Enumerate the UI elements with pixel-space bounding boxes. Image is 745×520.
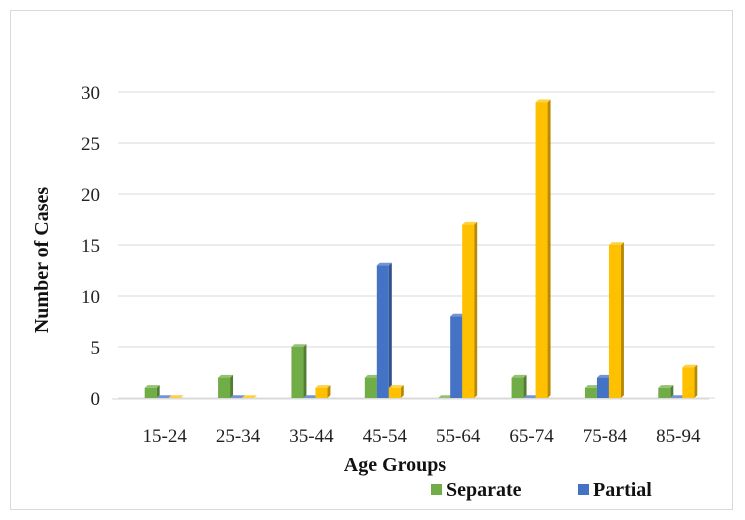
bar	[388, 385, 404, 398]
legend-label: Partial	[593, 479, 652, 501]
bar-top	[315, 385, 331, 388]
bar-side	[303, 344, 307, 398]
bar-top	[682, 364, 698, 368]
bar	[523, 395, 539, 398]
y-tick-label: 0	[91, 389, 101, 410]
bar-top	[523, 395, 539, 398]
bar-top	[658, 385, 674, 388]
bar-front	[682, 367, 695, 398]
bar	[291, 344, 307, 398]
bar	[682, 364, 698, 398]
x-tick-label: 55-64	[436, 426, 481, 447]
bar-front	[511, 377, 524, 398]
x-tick-label: 25-34	[216, 426, 261, 447]
bar-front	[376, 265, 389, 398]
bar	[156, 395, 172, 398]
bar	[535, 99, 551, 398]
bar-top	[388, 385, 404, 388]
y-tick-label: 15	[81, 236, 100, 257]
bar-side	[547, 99, 551, 398]
bar-front	[596, 377, 609, 398]
x-tick-label: 45-54	[363, 426, 408, 447]
bar-top	[608, 242, 624, 245]
bar-top	[450, 313, 466, 317]
legend-swatch	[431, 484, 442, 495]
y-axis-title: Number of Cases	[31, 187, 53, 334]
gridlines	[112, 91, 715, 400]
bar-front	[364, 377, 377, 398]
y-tick-label: 5	[91, 338, 101, 359]
bar-front	[462, 224, 475, 398]
bar-front	[291, 347, 304, 398]
bar	[303, 395, 319, 398]
bar-top	[438, 395, 454, 398]
bar-front	[218, 377, 231, 398]
bar-front	[144, 387, 157, 398]
bar-series	[144, 99, 698, 398]
bar	[230, 395, 246, 398]
bar-top	[511, 374, 527, 378]
bar-front	[388, 387, 401, 398]
bar-top	[144, 385, 160, 388]
bar-top	[364, 374, 380, 378]
bar	[168, 395, 184, 398]
bar-side	[388, 262, 392, 398]
legend-label: Separate	[446, 479, 522, 501]
bar-side	[230, 374, 234, 398]
y-axis-ticks: 0 5 10 15 20 25 30	[81, 83, 100, 410]
bar-top	[303, 395, 319, 398]
bar-top	[462, 221, 478, 225]
bar-top	[376, 262, 392, 266]
bar	[658, 385, 674, 398]
legend-swatch	[578, 484, 589, 495]
bar	[511, 374, 527, 398]
bar-side	[327, 385, 331, 398]
bar-top	[218, 374, 234, 378]
bar	[242, 395, 258, 398]
x-tick-label: 15-24	[143, 426, 188, 447]
y-tick-label: 10	[81, 287, 100, 308]
bar-top	[168, 395, 184, 398]
bar-front	[584, 387, 597, 398]
bar-side	[156, 385, 160, 398]
bar-top	[670, 395, 686, 398]
y-tick-label: 30	[81, 83, 100, 104]
bar	[670, 395, 686, 398]
bar	[438, 395, 454, 398]
bar-top	[584, 385, 600, 388]
bar	[315, 385, 331, 398]
x-tick-label: 65-74	[509, 426, 554, 447]
bar	[462, 221, 478, 398]
bar-front	[535, 102, 548, 398]
y-tick-label: 25	[81, 134, 100, 155]
bar	[608, 242, 624, 398]
x-tick-label: 75-84	[583, 426, 628, 447]
y-tick-label: 20	[81, 185, 100, 206]
bar-side	[400, 385, 404, 398]
bar-top	[242, 395, 258, 398]
x-axis-ticks: 15-24 25-34 35-44 45-54 55-64 65-74 75-84 85-94	[143, 426, 701, 447]
bar-side	[620, 242, 624, 398]
bar-top	[156, 395, 172, 398]
bar-side	[670, 385, 674, 398]
bar-top	[291, 344, 307, 347]
bar-front	[608, 245, 621, 398]
bar-side	[694, 364, 698, 398]
x-tick-label: 85-94	[656, 426, 701, 447]
bar-top	[596, 374, 612, 378]
bar-front	[315, 387, 328, 398]
bar	[144, 385, 160, 398]
bar-front	[450, 316, 463, 398]
x-axis-title: Age Groups	[344, 454, 447, 476]
bar-front	[658, 387, 671, 398]
bar	[218, 374, 234, 398]
bar-side	[474, 221, 478, 398]
bar-side	[523, 374, 527, 398]
x-tick-label: 35-44	[289, 426, 334, 447]
bar	[376, 262, 392, 398]
legend: Separate Partial	[431, 479, 652, 501]
bar-top	[230, 395, 246, 398]
bar-top	[535, 99, 551, 103]
